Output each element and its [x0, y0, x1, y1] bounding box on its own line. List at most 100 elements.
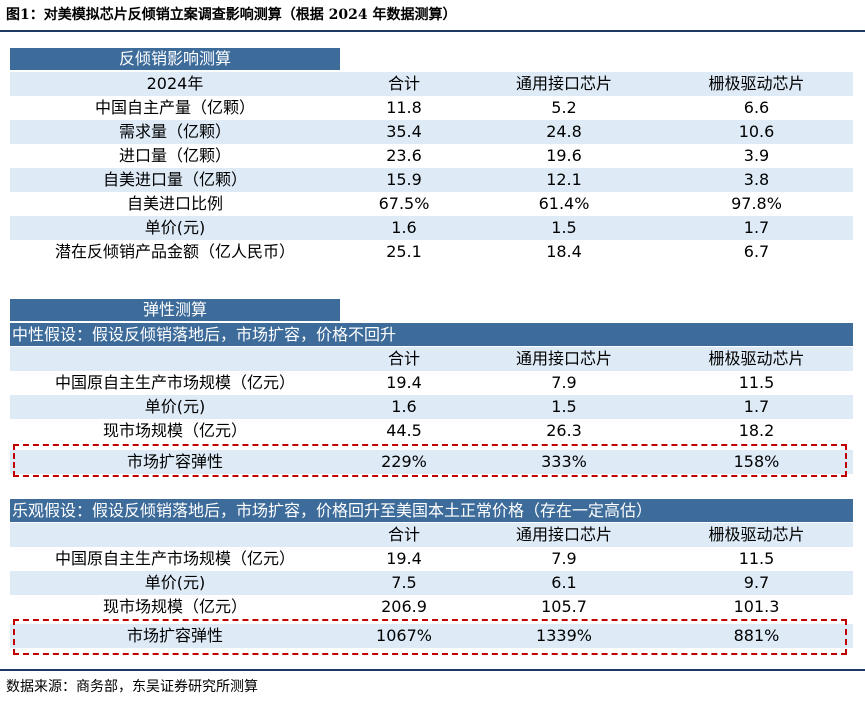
- year-label: 2024年: [146, 74, 204, 93]
- cell-gate-driver-chip: 158%: [733, 452, 780, 471]
- cell-total: 19.4: [386, 373, 422, 392]
- figure-title: 图1：对美模拟芯片反倾销立案调查影响测算（根据 2024 年数据测算）: [6, 7, 457, 23]
- highlight-box-optimistic: [13, 619, 847, 655]
- scenario-optimistic: 乐观假设：假设反倾销落地后，市场扩容，价格回升至美国本土正常价格（存在一定高估）: [10, 499, 853, 522]
- row-label: 中国原自主生产市场规模（亿元）: [54, 549, 295, 568]
- row-label: 市场扩容弹性: [126, 452, 223, 471]
- cell-total: 7.5: [391, 573, 417, 592]
- table-row: 单价(元) 1.6 1.5 1.7: [10, 216, 853, 240]
- col-header-interface-chip: 通用接口芯片: [515, 349, 612, 368]
- top-rule: [0, 30, 865, 32]
- col-header-gate-driver-chip: 栅极驱动芯片: [708, 525, 805, 544]
- cell-interface-chip: 19.6: [546, 146, 582, 165]
- table-row: 进口量（亿颗） 23.6 19.6 3.9: [10, 144, 853, 168]
- cell-interface-chip: 24.8: [546, 122, 582, 141]
- cell-interface-chip: 333%: [541, 452, 587, 471]
- cell-gate-driver-chip: 101.3: [733, 597, 780, 616]
- row-label: 现市场规模（亿元）: [102, 597, 247, 616]
- table-row: 需求量（亿颗） 35.4 24.8 10.6: [10, 120, 853, 144]
- row-label: 单价(元): [144, 573, 206, 592]
- cell-gate-driver-chip: 11.5: [738, 549, 775, 568]
- col-header-total: 合计: [387, 525, 420, 544]
- header-blank: [10, 347, 340, 371]
- col-header-total: 合计: [387, 74, 420, 93]
- cell-gate-driver-chip: 1.7: [743, 218, 770, 237]
- section-title: 反倾销影响测算: [10, 48, 340, 70]
- col-header-total: 合计: [387, 349, 420, 368]
- cell-gate-driver-chip: 881%: [733, 626, 780, 645]
- cell-total: 15.9: [386, 170, 422, 189]
- table-row: 现市场规模（亿元） 206.9 105.7 101.3: [10, 595, 853, 619]
- header-row: 合计 通用接口芯片 栅极驱动芯片: [10, 347, 853, 371]
- cell-total: 67.5%: [378, 194, 430, 213]
- table-row: 潜在反倾销产品金额（亿人民币） 25.1 18.4 6.7: [10, 240, 853, 264]
- col-header-gate-driver-chip: 栅极驱动芯片: [708, 349, 805, 368]
- row-label: 需求量（亿颗）: [118, 122, 231, 141]
- row-label: 潜在反倾销产品金额（亿人民币）: [54, 242, 295, 261]
- col-header-interface-chip: 通用接口芯片: [515, 74, 612, 93]
- row-label: 进口量（亿颗）: [118, 146, 231, 165]
- cell-gate-driver-chip: 11.5: [738, 373, 775, 392]
- table-row: 市场扩容弹性 1067% 1339% 881%: [10, 624, 853, 648]
- row-label: 中国自主产量（亿颗）: [94, 98, 255, 117]
- table-row: 中国原自主生产市场规模（亿元） 19.4 7.9 11.5: [10, 547, 853, 571]
- cell-interface-chip: 1339%: [536, 626, 592, 645]
- cell-interface-chip: 26.3: [546, 421, 582, 440]
- col-header-gate-driver-chip: 栅极驱动芯片: [708, 74, 805, 93]
- table-row: 自美进口量（亿颗） 15.9 12.1 3.8: [10, 168, 853, 192]
- cell-total: 44.5: [386, 421, 422, 440]
- table-row: 中国自主产量（亿颗） 11.8 5.2 6.6: [10, 96, 853, 120]
- highlight-box-neutral: [13, 444, 847, 477]
- cell-interface-chip: 6.1: [551, 573, 577, 592]
- cell-total: 25.1: [386, 242, 422, 261]
- cell-interface-chip: 5.2: [551, 98, 577, 117]
- row-label: 单价(元): [144, 397, 206, 416]
- row-label: 市场扩容弹性: [126, 626, 223, 645]
- cell-total: 19.4: [386, 549, 422, 568]
- table-row: 中国原自主生产市场规模（亿元） 19.4 7.9 11.5: [10, 371, 853, 395]
- cell-gate-driver-chip: 10.6: [738, 122, 775, 141]
- cell-gate-driver-chip: 3.8: [743, 170, 770, 189]
- cell-gate-driver-chip: 3.9: [743, 146, 770, 165]
- cell-gate-driver-chip: 97.8%: [731, 194, 782, 213]
- cell-gate-driver-chip: 6.7: [743, 242, 770, 261]
- cell-interface-chip: 7.9: [551, 373, 577, 392]
- cell-interface-chip: 1.5: [551, 397, 577, 416]
- cell-gate-driver-chip: 6.6: [743, 98, 770, 117]
- cell-interface-chip: 1.5: [551, 218, 577, 237]
- cell-gate-driver-chip: 18.2: [738, 421, 775, 440]
- cell-gate-driver-chip: 9.7: [743, 573, 770, 592]
- cell-interface-chip: 61.4%: [538, 194, 590, 213]
- scenario-neutral: 中性假设：假设反倾销落地后，市场扩容，价格不回升: [10, 323, 853, 346]
- cell-total: 1.6: [391, 218, 417, 237]
- row-label: 自美进口量（亿颗）: [102, 170, 247, 189]
- header-row: 2024年 合计 通用接口芯片 栅极驱动芯片: [10, 72, 853, 96]
- col-header-interface-chip: 通用接口芯片: [515, 525, 612, 544]
- table-row: 单价(元) 7.5 6.1 9.7: [10, 571, 853, 595]
- cell-total: 23.6: [386, 146, 422, 165]
- table-row: 现市场规模（亿元） 44.5 26.3 18.2: [10, 419, 853, 443]
- header-row: 合计 通用接口芯片 栅极驱动芯片: [10, 523, 853, 547]
- cell-interface-chip: 7.9: [551, 549, 577, 568]
- cell-interface-chip: 12.1: [546, 170, 582, 189]
- cell-interface-chip: 105.7: [541, 597, 587, 616]
- row-label: 自美进口比例: [126, 194, 223, 213]
- cell-total: 206.9: [381, 597, 427, 616]
- header-blank: [10, 523, 340, 547]
- row-label: 中国原自主生产市场规模（亿元）: [54, 373, 295, 392]
- cell-total: 35.4: [386, 122, 422, 141]
- bottom-rule: [0, 669, 865, 671]
- section-title: 弹性测算: [10, 299, 340, 321]
- cell-total: 11.8: [386, 98, 422, 117]
- cell-gate-driver-chip: 1.7: [743, 397, 770, 416]
- table-row: 市场扩容弹性 229% 333% 158%: [10, 450, 853, 474]
- table-row: 自美进口比例 67.5% 61.4% 97.8%: [10, 192, 853, 216]
- row-label: 单价(元): [144, 218, 206, 237]
- table-row: 单价(元) 1.6 1.5 1.7: [10, 395, 853, 419]
- row-label: 现市场规模（亿元）: [102, 421, 247, 440]
- cell-total: 229%: [381, 452, 427, 471]
- cell-interface-chip: 18.4: [546, 242, 582, 261]
- cell-total: 1.6: [391, 397, 417, 416]
- source-note: 数据来源：商务部，东吴证券研究所测算: [6, 679, 258, 695]
- cell-total: 1067%: [376, 626, 432, 645]
